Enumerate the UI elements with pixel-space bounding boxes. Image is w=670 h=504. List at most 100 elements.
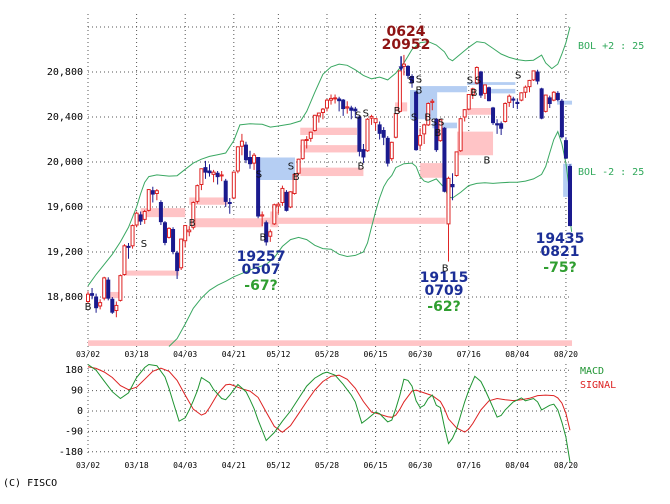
annotation-peak-0624: 0624 20952 [382,24,431,52]
candle-down [410,76,415,84]
trade-zone-blue [420,86,468,93]
trade-zone-pink [467,108,496,115]
signal-letter-S: S [515,70,521,81]
candle-down [381,130,386,138]
x-axis-date: 08/20 [554,350,578,359]
candle-up [543,94,548,112]
candle-down [555,92,560,101]
candle-down [175,252,180,272]
candle-down [405,65,410,76]
signal-letter-B: B [189,218,196,229]
candle-down [106,279,111,299]
trade-zone-blue [557,100,573,105]
candle-up [312,114,317,131]
x-axis-date: 03/18 [125,350,149,359]
candle-up [369,115,374,119]
candle-up [470,88,475,95]
candle-down [486,87,491,102]
candle-down [126,245,131,248]
macd-x-axis-date: 04/21 [222,461,246,470]
trade-zone-blue [256,157,295,180]
candle-up [191,202,196,228]
candle-up [462,109,467,118]
candle-up [154,190,159,194]
low3-price: 19435 [535,231,585,247]
candle-down [353,108,358,112]
candle-up [183,225,188,242]
signal-letter-B: B [424,113,431,124]
trade-zone-blue [563,163,573,197]
candle-down [499,123,504,129]
candle-up [219,174,224,177]
low1-date: 0507 [241,262,281,278]
candle-up [235,146,240,172]
y-axis-price: 19,200 [47,247,83,258]
candle-down [377,124,382,134]
candle-up [308,131,313,139]
candle-up [507,95,512,103]
signal-letter-B: B [293,172,300,183]
signal-letter-B: B [358,162,365,173]
candle-down [357,116,362,152]
macd-y-label: 90 [71,386,83,397]
candle-down [515,101,520,104]
signal-letter-S: S [475,75,481,86]
candle-down [256,157,261,217]
candle-up [252,154,257,164]
x-axis-date: 05/28 [315,350,339,359]
candle-up [519,92,524,101]
peak-arrow-head [398,66,404,72]
candle-up [280,187,285,203]
low2-change: -62? [427,299,461,315]
trade-zone-pink [140,208,186,218]
candle-up [130,225,135,247]
candle-down [203,167,208,173]
signal-letter-B: B [435,128,442,139]
macd-x-axis-date: 03/02 [76,461,100,470]
bollinger-lower-line [168,130,573,347]
macd-x-axis-date: 07/16 [457,461,481,470]
macd-y-label: 180 [65,365,83,376]
candle-up [320,108,325,113]
y-axis-price: 20,400 [47,112,83,123]
trade-zone-pink [262,217,446,224]
macd-y-label: -90 [65,426,83,437]
candle-up [523,86,528,93]
candle-down [138,214,143,222]
annotation-low-0821: 19435 0821 -75? [535,231,585,275]
peak-date: 0624 [386,24,426,40]
candle-up [304,139,309,141]
macd-x-axis-date: 08/04 [505,461,529,470]
candle-up [122,245,127,275]
candle-down [248,157,253,165]
macd-line [87,363,571,463]
candle-up [300,139,305,160]
candle-up [199,168,204,185]
candle-up [531,70,536,81]
candle-up [551,91,556,101]
candle-up [482,84,487,94]
macd-x-axis-date: 06/15 [364,461,388,470]
candle-down [215,172,220,178]
candle-up [438,119,443,142]
trade-zone-pink [420,163,446,178]
signal-letter-B: B [471,88,478,99]
candle-down [150,190,155,195]
candle-down [450,184,455,188]
signal-legend: SIGNAL [580,380,617,391]
macd-x-axis-date: 03/18 [125,461,149,470]
candle-down [171,229,176,252]
low3-date: 0821 [540,244,580,260]
trade-zone-blue [484,88,516,94]
candle-up [134,212,139,226]
signal-letter-S: S [467,75,473,86]
candle-up [454,151,459,176]
candle-up [276,203,281,207]
trade-zone-blue [467,82,516,85]
candle-up [86,293,90,302]
candle-up [195,185,200,202]
candle-up [324,99,329,109]
signal-letter-S: S [408,75,414,86]
